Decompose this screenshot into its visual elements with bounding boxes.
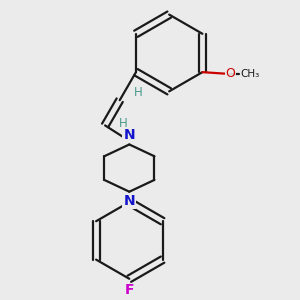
Text: H: H	[118, 118, 127, 130]
Text: F: F	[124, 283, 134, 297]
Text: N: N	[124, 128, 135, 142]
Text: H: H	[134, 86, 142, 99]
Text: O: O	[225, 67, 235, 80]
Text: CH₃: CH₃	[241, 69, 260, 79]
Text: N: N	[124, 194, 135, 208]
